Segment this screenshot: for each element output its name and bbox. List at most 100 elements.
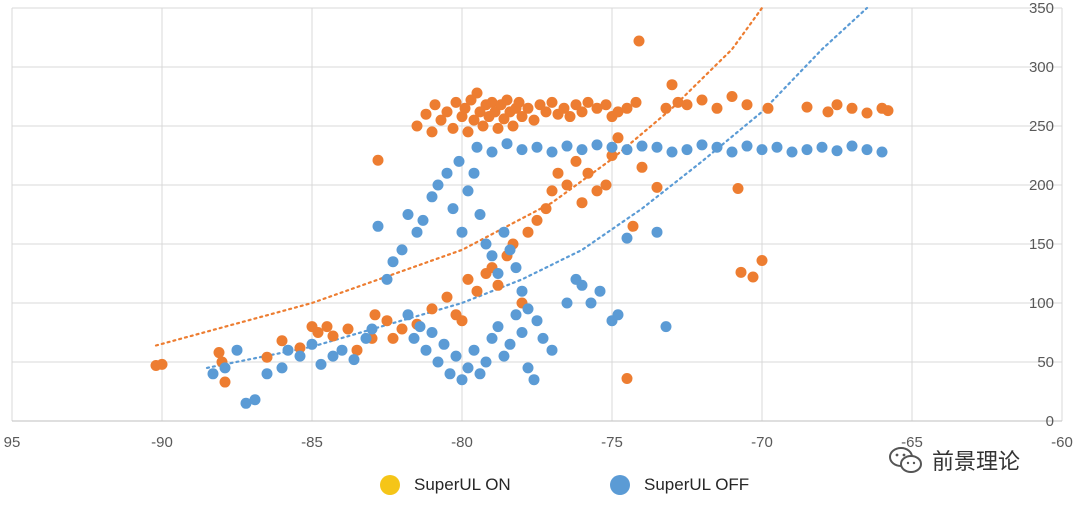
data-point: [594, 285, 606, 297]
data-point: [531, 214, 543, 226]
data-point: [636, 161, 648, 173]
y-tick-label: 200: [1029, 177, 1054, 194]
data-point: [486, 250, 498, 262]
data-point: [426, 126, 438, 138]
data-point: [321, 321, 333, 333]
data-point: [468, 114, 480, 126]
data-point: [510, 262, 522, 274]
data-point: [501, 94, 513, 106]
data-point: [381, 273, 393, 285]
data-point: [453, 155, 465, 167]
data-point: [240, 397, 252, 409]
data-point: [570, 155, 582, 167]
data-point: [462, 126, 474, 138]
data-point: [456, 315, 468, 327]
data-point: [741, 140, 753, 152]
y-tick-label: 100: [1029, 295, 1054, 312]
data-point: [156, 358, 168, 370]
data-point: [408, 332, 420, 344]
data-point: [294, 350, 306, 362]
legend-label-off: SuperUL OFF: [644, 475, 750, 494]
data-point: [711, 141, 723, 153]
y-tick-label: 0: [1046, 413, 1054, 430]
data-point: [621, 373, 633, 385]
data-point: [456, 226, 468, 238]
data-point: [621, 144, 633, 156]
y-tick-label: 50: [1037, 354, 1054, 371]
data-point: [546, 146, 558, 158]
data-point: [435, 114, 447, 126]
data-point: [348, 354, 360, 366]
grid-lines: [11, 7, 1063, 422]
data-point: [726, 146, 738, 158]
data-point: [441, 106, 453, 118]
data-point: [630, 96, 642, 108]
data-point: [207, 368, 219, 380]
legend-label-on: SuperUL ON: [414, 475, 511, 494]
data-point: [633, 35, 645, 47]
data-point: [456, 374, 468, 386]
data-point: [447, 203, 459, 215]
axis-tick-labels: 95 -90 -85 -80 -75 -70 -65 -60 0 50 100 150 200 250 30…: [4, 0, 1073, 451]
data-point: [507, 120, 519, 132]
data-point: [420, 108, 432, 120]
legend-item-on: SuperUL ON: [380, 470, 511, 500]
data-point: [861, 107, 873, 119]
data-point: [477, 120, 489, 132]
data-point: [576, 144, 588, 156]
data-point: [651, 141, 663, 153]
x-tick-label: -60: [1051, 434, 1073, 451]
data-point: [771, 141, 783, 153]
data-point: [591, 102, 603, 114]
data-point: [831, 145, 843, 157]
data-point: [411, 120, 423, 132]
data-point: [711, 102, 723, 114]
data-point: [327, 330, 339, 342]
data-point: [492, 279, 504, 291]
data-point: [450, 350, 462, 362]
data-point: [432, 356, 444, 368]
data-point: [468, 344, 480, 356]
data-point: [582, 96, 594, 108]
data-point: [528, 114, 540, 126]
data-point: [882, 105, 894, 117]
data-point: [426, 191, 438, 203]
data-point: [492, 122, 504, 134]
data-point: [219, 376, 231, 388]
data-point: [822, 106, 834, 118]
data-point: [444, 368, 456, 380]
data-point: [474, 209, 486, 220]
data-point: [450, 96, 462, 108]
x-tick-label: -90: [151, 434, 173, 451]
data-point: [351, 344, 363, 356]
data-point: [360, 332, 372, 344]
data-point: [366, 323, 378, 335]
data-point: [462, 362, 474, 374]
data-point: [756, 255, 768, 267]
data-point: [696, 94, 708, 106]
data-point: [480, 238, 492, 250]
data-point: [660, 102, 672, 114]
data-point: [462, 273, 474, 285]
wechat-icon: [889, 447, 922, 473]
y-tick-label: 350: [1029, 0, 1054, 17]
data-point: [219, 362, 231, 374]
data-point: [696, 139, 708, 151]
data-point: [441, 291, 453, 303]
x-tick-label: -65: [901, 434, 923, 451]
data-point: [372, 154, 384, 166]
data-point: [600, 179, 612, 191]
data-point: [420, 344, 432, 356]
data-point: [231, 344, 243, 356]
data-point: [498, 350, 510, 362]
data-point: [456, 111, 468, 123]
data-points: [150, 35, 894, 409]
data-point: [681, 144, 693, 156]
data-point: [831, 99, 843, 111]
data-point: [531, 141, 543, 153]
data-point: [576, 279, 588, 291]
data-point: [513, 96, 525, 108]
x-tick-label: 95: [4, 434, 21, 451]
data-point: [492, 321, 504, 333]
data-point: [600, 99, 612, 111]
